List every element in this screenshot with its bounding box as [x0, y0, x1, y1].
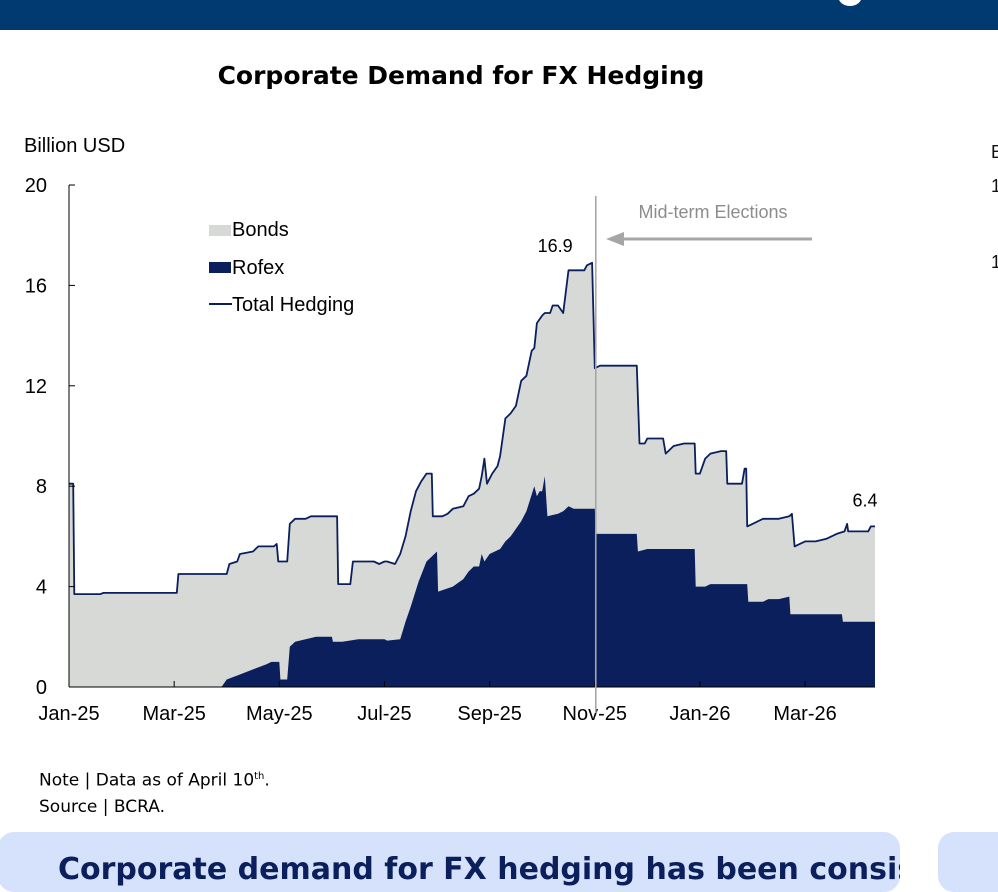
legend-swatch-rofex [209, 262, 231, 273]
y-tick-label: 8 [36, 476, 47, 498]
x-tick-label: Mar-25 [142, 703, 205, 725]
summary-banner-text: Corporate demand for FX hedging has been… [58, 852, 900, 887]
legend-label-rofex: Rofex [232, 257, 284, 279]
y-tick-label: 12 [25, 376, 47, 398]
chart-title: Corporate Demand for FX Hedging [217, 61, 705, 90]
latest-value-label: 6.4 [852, 490, 877, 510]
right-chart-label-fragment: B [991, 142, 998, 162]
y-axis-label: Billion USD [24, 135, 125, 157]
source-text: Source | BCRA. [39, 796, 166, 817]
summary-banner: Corporate demand for FX hedging has been… [0, 832, 900, 892]
chart-notes: Note | Data as of April 10th. Source | B… [39, 764, 270, 820]
y-tick-label: 0 [36, 677, 47, 699]
x-tick-label: Nov-25 [563, 703, 627, 725]
x-tick-label: Jul-25 [357, 703, 411, 725]
rofex-area [69, 476, 875, 687]
x-tick-label: Sep-25 [457, 703, 522, 725]
peak-value-label: 16.9 [538, 236, 573, 256]
x-tick-label: May-25 [246, 703, 313, 725]
legend-label-total: Total Hedging [232, 294, 354, 316]
x-tick-label: Jan-26 [669, 703, 730, 725]
header-logo-fragment [838, 0, 862, 6]
right-chart-tick-fragment-2: 1 [991, 252, 998, 272]
summary-banner-right [938, 832, 998, 892]
x-tick-label: Mar-26 [773, 703, 836, 725]
chart: 0 4 8 12 16 20 Jan-25 Mar-25 May-25 Jul-25 Sep-25 N… [24, 135, 878, 725]
total-hedging-line [69, 261, 875, 595]
election-arrowhead [606, 232, 624, 246]
y-tick-label: 20 [25, 175, 47, 197]
y-tick-label: 4 [36, 577, 47, 599]
header-bar [0, 0, 998, 30]
right-chart-tick-fragment-1: 1 [991, 176, 998, 196]
legend-swatch-bonds [209, 225, 231, 236]
note-text: Note | Data as of April 10th. [39, 770, 270, 791]
x-tick-label: Jan-25 [38, 703, 99, 725]
y-tick-label: 16 [25, 275, 47, 297]
election-label: Mid-term Elections [638, 202, 787, 222]
legend-label-bonds: Bonds [232, 219, 289, 241]
